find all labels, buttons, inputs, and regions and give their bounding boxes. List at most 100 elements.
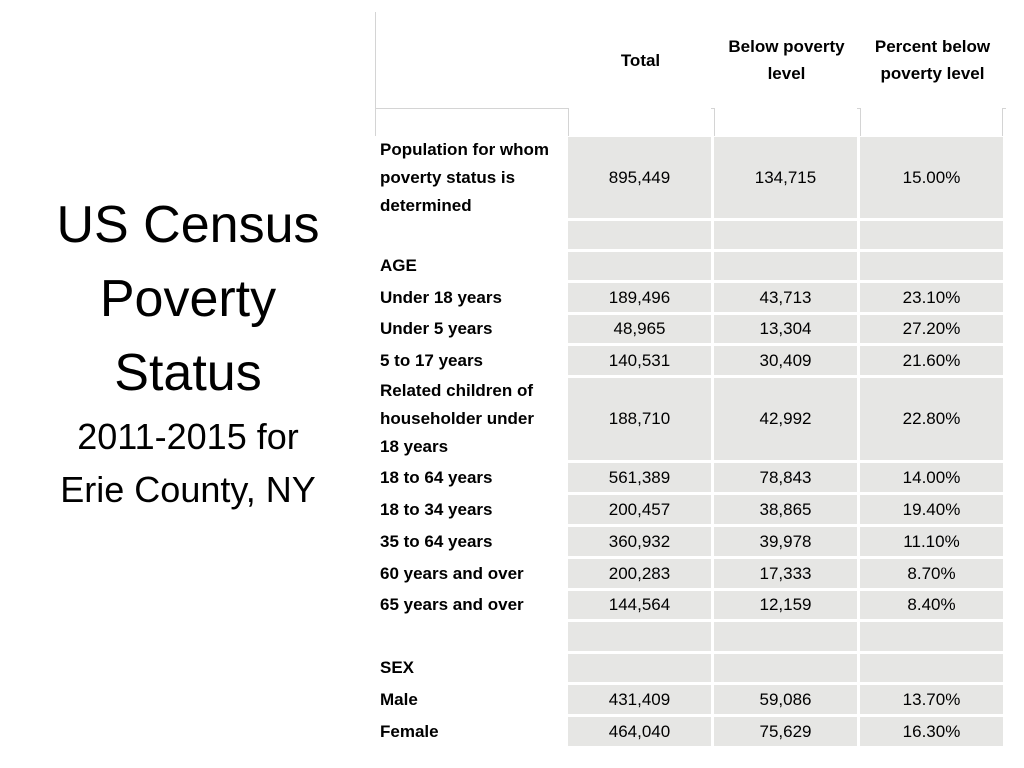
total-cell: 200,283	[568, 559, 711, 588]
total-cell: 895,449	[568, 137, 711, 218]
header-total-label: Total	[620, 50, 661, 70]
row-label: Female	[380, 717, 565, 746]
table-row: Under 18 years 189,496 43,713 23.10%	[375, 283, 1005, 315]
percent-cell: 16.30%	[860, 717, 1003, 746]
percent-cell: 11.10%	[860, 527, 1003, 556]
spacer-cell	[568, 108, 711, 136]
row-label	[380, 221, 565, 249]
below-poverty-cell: 38,865	[714, 495, 857, 524]
total-cell: 431,409	[568, 685, 711, 714]
below-poverty-cell: 39,978	[714, 527, 857, 556]
table-row: Under 5 years 48,965 13,304 27.20%	[375, 315, 1005, 346]
percent-cell: 19.40%	[860, 495, 1003, 524]
row-label-line: determined	[380, 195, 472, 215]
percent-cell: 8.40%	[860, 591, 1003, 619]
total-cell: 561,389	[568, 463, 711, 492]
table-row: 35 to 64 years 360,932 39,978 11.10%	[375, 527, 1005, 559]
total-cell	[568, 654, 711, 682]
percent-cell	[860, 622, 1003, 651]
table-row	[375, 622, 1005, 654]
below-poverty-cell: 59,086	[714, 685, 857, 714]
row-label: 5 to 17 years	[380, 346, 565, 375]
table-row: 60 years and over 200,283 17,333 8.70%	[375, 559, 1005, 591]
total-cell: 188,710	[568, 378, 711, 460]
total-cell: 140,531	[568, 346, 711, 375]
percent-cell: 14.00%	[860, 463, 1003, 492]
row-label: 65 years and over	[380, 591, 565, 619]
percent-cell: 15.00%	[860, 137, 1003, 218]
header-below-poverty: Below poverty level	[715, 12, 858, 108]
table-row: SEX	[375, 654, 1005, 685]
subtitle-line-1: 2011-2015 for	[77, 416, 299, 457]
table-row: Population for whom poverty status is dete…	[375, 137, 1005, 221]
table-row: Related children of householder under 18 y…	[375, 378, 1005, 463]
row-label-line: Under 18 years	[380, 287, 502, 307]
below-poverty-cell	[714, 622, 857, 651]
header-percent-below: Percent below poverty level	[861, 12, 1004, 108]
header-below-line-2: level	[767, 64, 806, 83]
row-label-line: Male	[380, 689, 418, 709]
total-cell: 464,040	[568, 717, 711, 746]
percent-cell: 8.70%	[860, 559, 1003, 588]
header-spacer-row	[375, 108, 1005, 136]
title-line-2: Poverty	[99, 270, 277, 328]
total-cell	[568, 252, 711, 280]
below-poverty-cell: 75,629	[714, 717, 857, 746]
row-label: Under 5 years	[380, 315, 565, 343]
row-label	[380, 622, 565, 651]
row-label-line: SEX	[380, 658, 415, 677]
row-label: 18 to 64 years	[380, 463, 565, 492]
row-label-line: Related children of	[380, 381, 534, 400]
percent-cell: 13.70%	[860, 685, 1003, 714]
row-label: SEX	[380, 654, 565, 682]
total-cell: 200,457	[568, 495, 711, 524]
percent-cell	[860, 252, 1003, 280]
row-label-line: Female	[380, 721, 439, 741]
total-cell: 144,564	[568, 591, 711, 619]
total-cell	[568, 622, 711, 651]
row-label-line: AGE	[380, 256, 417, 275]
below-poverty-cell: 43,713	[714, 283, 857, 312]
row-label-line: 18 to 34 years	[380, 499, 493, 519]
header-percent-line-1: Percent below	[874, 37, 991, 56]
header-below-line-1: Below poverty	[728, 37, 845, 56]
table-body: Population for whom poverty status is dete…	[375, 137, 1005, 749]
row-label-line: Under 5 years	[380, 319, 493, 338]
title-line-3: Status	[114, 344, 262, 402]
row-label: Related children of householder under 18 y…	[380, 378, 565, 460]
percent-cell: 21.60%	[860, 346, 1003, 375]
subtitle-line-2: Erie County, NY	[60, 469, 316, 510]
percent-cell: 27.20%	[860, 315, 1003, 343]
row-label-line: 18 to 64 years	[380, 467, 493, 487]
below-poverty-cell: 12,159	[714, 591, 857, 619]
percent-cell	[860, 654, 1003, 682]
row-label: Under 18 years	[380, 283, 565, 312]
table-row: 5 to 17 years 140,531 30,409 21.60%	[375, 346, 1005, 378]
below-poverty-cell: 42,992	[714, 378, 857, 460]
below-poverty-cell	[714, 252, 857, 280]
row-label-line: poverty status is	[380, 167, 516, 187]
spacer-cell	[714, 108, 857, 136]
below-poverty-cell: 13,304	[714, 315, 857, 343]
row-label-line: 65 years and over	[380, 595, 524, 614]
header-total: Total	[569, 12, 712, 108]
below-poverty-cell	[714, 221, 857, 249]
row-label: 18 to 34 years	[380, 495, 565, 524]
slide-title: US Census Poverty Status 2011-2015 for E…	[30, 188, 346, 516]
percent-cell: 23.10%	[860, 283, 1003, 312]
total-cell: 189,496	[568, 283, 711, 312]
below-poverty-cell: 78,843	[714, 463, 857, 492]
row-label: 35 to 64 years	[380, 527, 565, 556]
header-percent-line-2: poverty level	[880, 64, 985, 83]
percent-cell: 22.80%	[860, 378, 1003, 460]
below-poverty-cell: 30,409	[714, 346, 857, 375]
spacer-edge	[375, 108, 376, 136]
below-poverty-cell: 134,715	[714, 137, 857, 218]
row-label: Population for whom poverty status is dete…	[380, 137, 565, 218]
row-label: Male	[380, 685, 565, 714]
total-cell: 360,932	[568, 527, 711, 556]
row-label-line: 60 years and over	[380, 563, 524, 583]
row-label-line: Population for whom	[380, 139, 550, 159]
table-row: Female 464,040 75,629 16.30%	[375, 717, 1005, 749]
